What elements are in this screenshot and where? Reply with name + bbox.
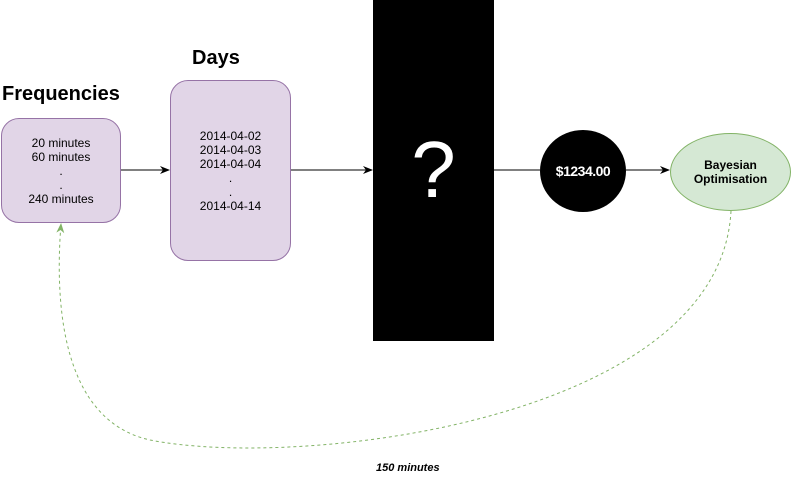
frequency-item: 20 minutes [31,135,91,150]
day-item: 2014-04-04 [199,156,262,171]
frequencies-heading: Frequencies [2,83,120,105]
frequency-item: 240 minutes [28,191,94,206]
day-item: 2014-04-03 [199,142,262,157]
day-item: 2014-04-02 [199,128,262,143]
day-item: 2014-04-14 [199,198,262,213]
days-heading: Days [192,47,240,69]
frequency-ellipsis: . [59,163,63,178]
price-node: $1234.00 [540,130,626,212]
frequency-ellipsis: . [59,177,63,192]
day-ellipsis: . [228,170,233,185]
optimiser-label-line: Optimisation [693,172,768,186]
day-ellipsis: . [228,184,233,199]
optimiser-label-line: Bayesian [704,158,757,172]
price-label: $1234.00 [555,163,611,179]
days-box: 2014-04-02 2014-04-03 2014-04-04 . . 201… [170,80,291,261]
frequencies-box: 20 minutes 60 minutes . . 240 minutes [1,118,121,223]
feedback-loop-label: 150 minutes [376,462,440,474]
frequency-item: 60 minutes [31,149,91,164]
feedback-loop-arrow [56,210,732,449]
question-mark: ? [411,124,456,214]
black-box-model: ? [373,0,494,341]
bayesian-optimisation-node: Bayesian Optimisation [670,133,791,211]
